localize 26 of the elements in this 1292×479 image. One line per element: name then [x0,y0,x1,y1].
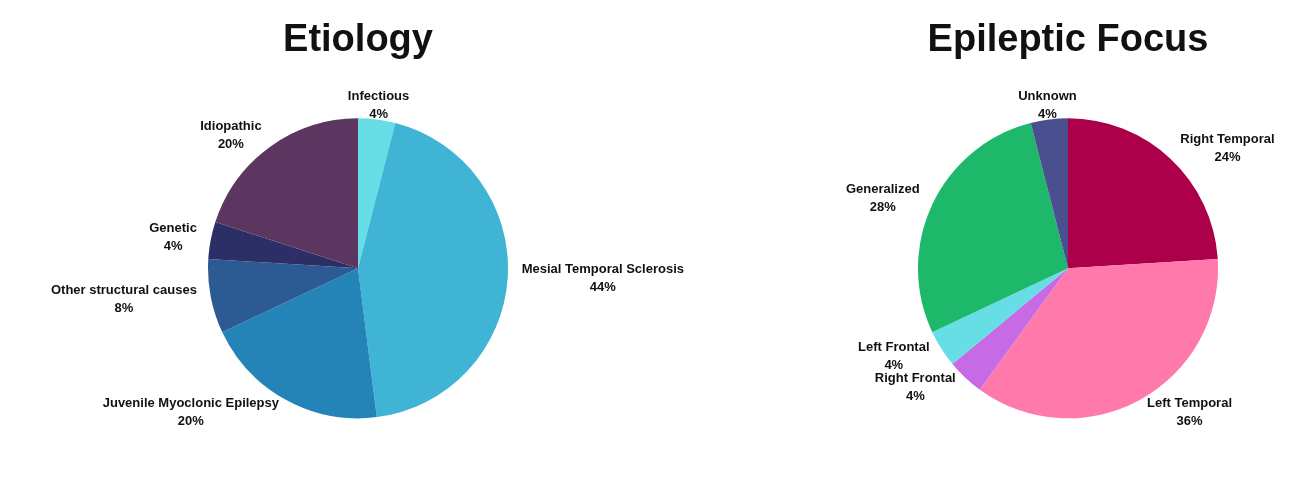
slice-label: Left Frontal [858,338,930,354]
data-label: 20% [217,136,245,152]
data-label: 8% [114,299,134,315]
data-label: 44% [589,279,617,295]
slice-label: Left Temporal [1147,394,1232,410]
slice-label: Generalized [845,181,920,197]
slice-label: Mesial Temporal Sclerosis [521,261,685,277]
chart-title: Epileptic Focus [927,17,1209,60]
data-label: 4% [884,356,904,372]
slice-label: Idiopathic [200,118,262,134]
data-label: 24% [1214,149,1241,165]
slice-label: Right Frontal [874,370,956,386]
data-label: 28% [869,199,897,215]
slice-label: Infectious [347,88,410,104]
data-label: 4% [163,238,183,254]
slice-label: Unknown [1018,88,1077,104]
slice-label: Right Temporal [1180,131,1275,147]
chart-title: Etiology [283,17,433,60]
slice-label: Juvenile Myoclonic Epilepsy [102,394,280,410]
data-label: 4% [1038,106,1058,122]
slice-label: Genetic [149,220,197,236]
data-label: 36% [1176,412,1203,428]
data-label: 4% [369,106,389,122]
slice-label: Other structural causes [50,281,197,297]
data-label: 20% [177,412,205,428]
data-label: 4% [905,388,926,404]
